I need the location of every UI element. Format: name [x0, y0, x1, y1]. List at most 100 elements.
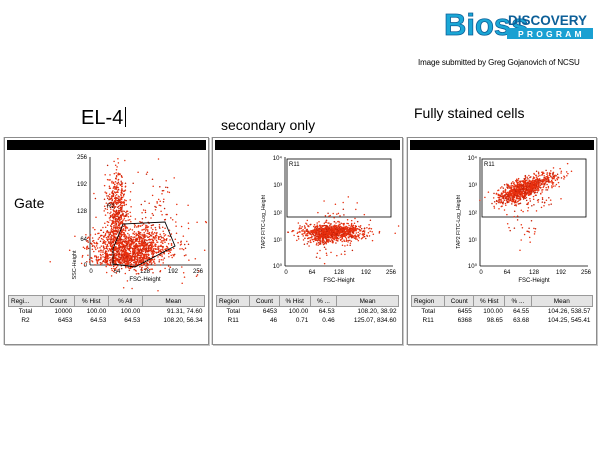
stats-table[interactable]: Region Count % Hist % ... Mean Total 645…	[215, 295, 399, 325]
event-dot	[328, 238, 330, 241]
event-dot	[118, 210, 120, 212]
event-dot	[83, 264, 86, 266]
event-dot	[143, 232, 145, 234]
col-header[interactable]: Count	[249, 295, 280, 307]
table-row[interactable]: R11 46 0.71 0.46 125.07, 834.60	[217, 316, 399, 325]
event-dot	[139, 248, 141, 251]
event-dot	[145, 262, 148, 264]
event-dot	[503, 183, 506, 186]
event-dot	[93, 192, 95, 195]
table-row[interactable]: R11 6368 98.65 63.68 104.25, 545.41	[412, 316, 593, 325]
stats-table[interactable]: Regi... Count % Hist % All Mean Total 10…	[8, 295, 206, 325]
event-dot	[114, 236, 116, 239]
event-dot	[153, 258, 156, 261]
event-dot	[107, 245, 109, 248]
col-header[interactable]: Region	[410, 295, 446, 307]
col-header[interactable]: % All	[107, 295, 143, 307]
event-dot	[125, 260, 128, 262]
col-header[interactable]: Mean	[530, 295, 594, 307]
col-header[interactable]: Regi...	[8, 295, 43, 307]
event-dot	[159, 204, 162, 207]
col-header[interactable]: % Hist	[278, 295, 311, 307]
event-dot	[151, 241, 153, 244]
event-dot	[152, 214, 155, 216]
event-dot	[92, 226, 94, 229]
event-dot	[155, 232, 158, 235]
col-header[interactable]: % ...	[504, 295, 532, 307]
event-dot	[516, 215, 519, 217]
event-dot	[106, 248, 109, 250]
stats-table[interactable]: Region Count % Hist % ... Mean Total 645…	[410, 295, 594, 325]
event-dot	[337, 220, 339, 223]
scatter-plot-tap2-fsc[interactable]: TAP2 FITC-Log_Height 10⁴ 10³ 10² 10¹ 10⁰…	[408, 152, 596, 292]
event-dot	[559, 167, 561, 170]
col-header[interactable]: Mean	[141, 295, 206, 307]
event-dot	[151, 212, 154, 215]
event-dot	[108, 202, 111, 205]
event-dot	[524, 197, 527, 199]
event-dot	[307, 241, 309, 243]
scatter-plot-ssc-fsc[interactable]: SSC-Height 256 192 128 64 0 0 64 128 192…	[5, 152, 208, 292]
event-dot	[543, 174, 545, 177]
col-header[interactable]: Count	[41, 295, 75, 307]
event-dot	[129, 239, 131, 242]
col-header[interactable]: % Hist	[73, 295, 109, 307]
event-dot	[511, 185, 514, 187]
event-dot	[316, 239, 319, 242]
event-dot	[140, 264, 143, 267]
table-row[interactable]: Total 6453 100.00 64.53 108.20, 38.92	[217, 307, 399, 317]
event-dot	[313, 235, 316, 237]
event-dot	[327, 236, 329, 239]
flow-panel-fully-stained[interactable]: TAP2 FITC-Log_Height 10⁴ 10³ 10² 10¹ 10⁰…	[407, 137, 597, 345]
event-dot	[163, 239, 165, 242]
event-dot	[506, 198, 508, 201]
col-header[interactable]: Count	[444, 295, 475, 307]
event-dot	[529, 185, 532, 187]
event-dot	[112, 244, 115, 246]
col-header[interactable]: % ...	[309, 295, 338, 307]
event-dot	[535, 189, 537, 191]
col-header[interactable]: % Hist	[473, 295, 506, 307]
event-dot	[123, 215, 125, 217]
event-dot	[522, 184, 525, 186]
event-dot	[125, 240, 128, 243]
table-cell: 100.00	[483, 308, 503, 315]
event-dot	[541, 171, 543, 173]
col-header[interactable]: Mean	[336, 295, 399, 307]
event-dot	[325, 237, 328, 239]
table-row[interactable]: R2 6453 64.53 64.53 108.20, 56.34	[9, 316, 205, 325]
event-dot	[144, 239, 146, 241]
flow-panel-gate[interactable]: Gate SSC-Height 256 192 128 64 0 0 64 12…	[4, 137, 209, 345]
event-dot	[550, 179, 553, 182]
table-cell: 98.65	[486, 317, 503, 324]
event-dot	[127, 247, 130, 250]
event-dot	[566, 162, 569, 165]
gate-region-r11[interactable]	[481, 158, 587, 218]
event-dot	[130, 236, 133, 238]
flow-panel-secondary-only[interactable]: TAP2 FITC-Log_Height 10⁴ 10³ 10² 10¹ 10⁰…	[212, 137, 403, 345]
table-cell: 6455	[457, 308, 472, 315]
scatter-plot-tap2-fsc[interactable]: TAP2 FITC-Log_Height 10⁴ 10³ 10² 10¹ 10⁰…	[213, 152, 402, 292]
event-dot	[329, 214, 331, 217]
event-dot	[103, 198, 106, 200]
event-dot	[358, 237, 360, 239]
event-dot	[533, 177, 536, 179]
gate-region-r2[interactable]	[112, 221, 176, 268]
y-tick-label: 10¹	[468, 238, 477, 244]
table-row[interactable]: Total 10000 100.00 100.00 91.31, 74.60	[9, 307, 205, 317]
event-dot	[107, 221, 110, 223]
table-row[interactable]: Total 6455 100.00 64.55 104.26, 538.57	[412, 307, 593, 317]
event-dot	[111, 221, 114, 223]
event-dot	[167, 235, 170, 237]
event-dot	[362, 236, 365, 238]
gate-region-r11[interactable]	[286, 158, 392, 218]
col-header[interactable]: Region	[215, 295, 251, 307]
event-dot	[334, 234, 336, 237]
event-dot	[167, 243, 170, 245]
event-dot	[523, 196, 525, 199]
event-dot	[505, 183, 508, 185]
event-dot	[332, 231, 335, 234]
event-dot	[340, 236, 343, 238]
event-dot	[145, 255, 147, 257]
event-dot	[302, 230, 304, 232]
